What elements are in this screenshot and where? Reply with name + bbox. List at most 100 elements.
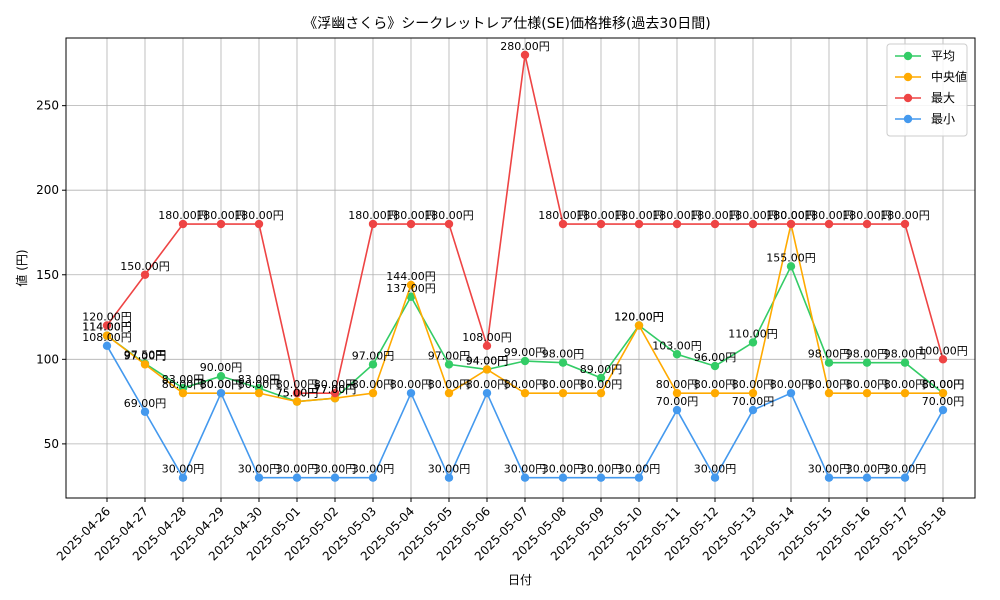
data-point [634, 321, 644, 330]
data-label: 80.00円 [884, 378, 927, 391]
data-label: 180.00円 [196, 209, 246, 222]
data-label: 137.00円 [386, 282, 436, 295]
data-label: 96.00円 [694, 351, 737, 364]
data-point [520, 388, 530, 398]
data-label: 180.00円 [766, 209, 816, 222]
data-label: 97.50円 [124, 349, 167, 362]
data-label: 180.00円 [234, 209, 284, 222]
data-label: 180.00円 [348, 209, 398, 222]
data-point [786, 388, 796, 398]
data-label: 75.00円 [276, 387, 319, 400]
data-label: 114.00円 [82, 321, 132, 334]
legend-label: 最大 [931, 91, 955, 105]
data-point [520, 356, 530, 366]
data-label: 80.00円 [504, 378, 547, 391]
data-point [368, 473, 378, 482]
data-label: 80.00円 [694, 378, 737, 391]
data-point [102, 331, 112, 340]
data-point [482, 365, 492, 374]
data-point [444, 360, 454, 369]
legend-label: 最小 [931, 112, 955, 126]
data-label: 180.00円 [386, 209, 436, 222]
data-label: 180.00円 [538, 209, 588, 222]
data-label: 108.00円 [462, 331, 512, 344]
data-point [254, 473, 264, 482]
data-point [710, 361, 720, 371]
data-label: 108.00円 [82, 331, 132, 344]
data-point [406, 388, 416, 398]
data-point [292, 397, 302, 406]
data-label: 30.00円 [542, 463, 585, 476]
legend-label: 平均 [931, 49, 955, 63]
data-label: 90.00円 [200, 361, 243, 374]
data-label: 120.00円 [614, 311, 664, 324]
data-point [406, 292, 416, 301]
data-label: 80.00円 [276, 378, 319, 391]
data-point [672, 388, 682, 398]
data-label: 80.00円 [466, 378, 509, 391]
data-point [216, 388, 226, 398]
data-label: 80.00円 [352, 378, 395, 391]
data-point [596, 473, 606, 482]
data-label: 30.00円 [162, 463, 205, 476]
data-point [254, 219, 264, 229]
y-tick-label: 50 [44, 437, 59, 451]
data-label: 180.00円 [880, 209, 930, 222]
data-label: 94.00円 [466, 354, 509, 367]
data-label: 80.00円 [162, 378, 205, 391]
data-label: 30.00円 [846, 463, 889, 476]
data-label: 30.00円 [314, 463, 357, 476]
data-point [672, 350, 682, 359]
data-point [672, 219, 682, 229]
data-label: 83.00円 [162, 373, 205, 386]
data-point [330, 388, 340, 398]
data-point [748, 405, 758, 415]
data-label: 120.00円 [614, 311, 664, 324]
data-point [292, 473, 302, 482]
data-label: 80.00円 [808, 378, 851, 391]
data-label: 30.00円 [580, 463, 623, 476]
data-label: 30.00円 [884, 463, 927, 476]
data-point [558, 473, 568, 482]
data-label: 30.00円 [238, 463, 281, 476]
data-point [444, 473, 454, 482]
chart-title: 《浮幽さくら》シークレットレア仕様(SE)価格推移(過去30日間) [303, 16, 710, 32]
data-label: 97.00円 [428, 349, 471, 362]
data-label: 103.00円 [652, 339, 702, 352]
data-point [406, 219, 416, 229]
data-label: 180.00円 [842, 209, 892, 222]
data-point [292, 388, 302, 398]
data-label: 69.00円 [124, 397, 167, 410]
data-point [368, 360, 378, 369]
data-point [140, 360, 150, 369]
data-point [558, 358, 568, 367]
data-point [710, 388, 720, 398]
data-label: 280.00円 [500, 40, 550, 53]
data-point [824, 388, 834, 398]
data-point [482, 341, 492, 350]
data-point [672, 405, 682, 415]
data-label: 30.00円 [504, 463, 547, 476]
data-label: 70.00円 [922, 395, 965, 408]
legend-swatch-marker [903, 72, 913, 82]
data-point [596, 388, 606, 398]
data-point [710, 219, 720, 229]
legend-swatch-marker [903, 114, 913, 124]
data-label: 80.00円 [238, 378, 281, 391]
data-point [710, 473, 720, 482]
data-label: 180.00円 [424, 209, 474, 222]
data-label: 30.00円 [276, 463, 319, 476]
data-point [824, 219, 834, 229]
legend-swatch-marker [903, 93, 913, 103]
data-label: 83.00円 [238, 373, 281, 386]
data-label: 80.00円 [770, 378, 813, 391]
data-point [368, 388, 378, 398]
data-label: 80.00円 [922, 378, 965, 391]
data-label: 180.00円 [614, 209, 664, 222]
legend-label: 中央値 [931, 69, 967, 84]
data-label: 120.00円 [82, 311, 132, 324]
data-label: 180.00円 [804, 209, 854, 222]
data-point [938, 388, 948, 398]
y-axis-title: 値 (円) [14, 249, 29, 286]
